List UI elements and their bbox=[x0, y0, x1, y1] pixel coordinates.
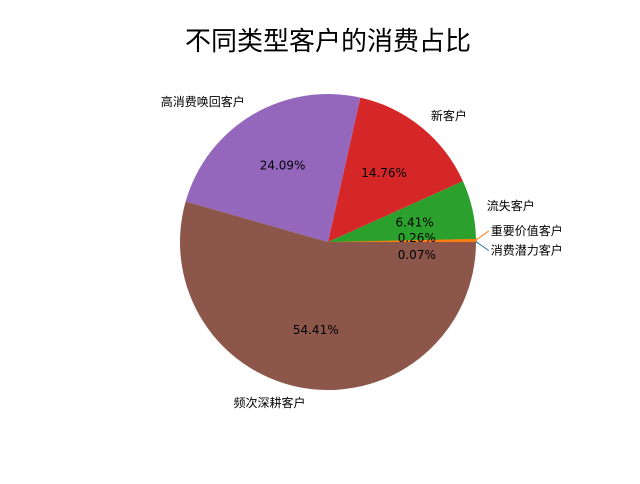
slice-label: 流失客户 bbox=[487, 198, 535, 213]
slice-label: 高消费唤回客户 bbox=[161, 94, 245, 109]
slice-label: 重要价值客户 bbox=[491, 223, 563, 238]
slice-percent-label: 54.41% bbox=[293, 323, 339, 337]
slice-percent-label: 0.26% bbox=[398, 231, 436, 245]
slice-percent-label: 24.09% bbox=[260, 159, 306, 173]
leader-line bbox=[475, 230, 490, 241]
pie-slice-5 bbox=[180, 201, 476, 390]
pie-slice-3 bbox=[328, 97, 463, 242]
pie-slice-2 bbox=[328, 181, 476, 242]
chart-title: 不同类型客户的消费占比 bbox=[185, 27, 471, 57]
slice-percent-label: 6.41% bbox=[396, 215, 434, 229]
slice-percent-label: 0.07% bbox=[398, 248, 436, 262]
pie-slice-4 bbox=[185, 94, 361, 242]
slice-label: 频次深耕客户 bbox=[234, 395, 306, 410]
slice-label: 新客户 bbox=[431, 108, 467, 123]
pie-slice-1 bbox=[327, 238, 477, 243]
leader-line bbox=[475, 241, 490, 252]
slice-percent-label: 14.76% bbox=[361, 166, 407, 180]
slice-label: 消费潜力客户 bbox=[491, 243, 563, 258]
